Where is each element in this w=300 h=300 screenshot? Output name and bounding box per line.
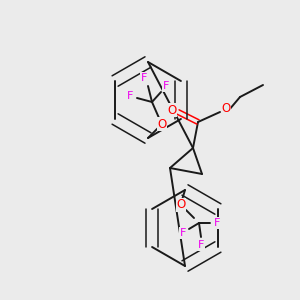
Text: O: O — [221, 103, 231, 116]
Text: F: F — [214, 218, 220, 228]
Text: O: O — [158, 118, 166, 130]
Text: F: F — [198, 240, 204, 250]
Text: F: F — [127, 91, 133, 101]
Text: F: F — [163, 81, 169, 91]
Text: F: F — [141, 73, 147, 83]
Text: O: O — [167, 103, 177, 116]
Text: O: O — [176, 199, 186, 212]
Text: F: F — [180, 228, 186, 238]
